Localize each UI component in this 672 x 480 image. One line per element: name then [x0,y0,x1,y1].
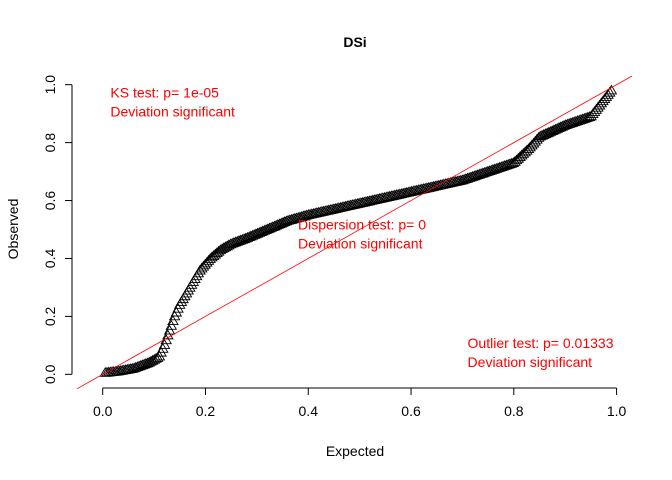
data-point [505,157,518,168]
data-point [509,155,521,166]
data-point [190,270,203,281]
data-point [581,111,594,122]
data-point [285,213,298,224]
annotation-line: Dispersion test: p= 0 [298,217,426,233]
data-point [292,211,305,222]
data-point [150,352,162,363]
data-point [177,293,189,304]
data-point [290,212,303,223]
data-point [280,215,293,226]
data-point [295,210,308,221]
x-axis-label: Expected [326,443,384,459]
data-point [605,84,618,95]
data-point [151,351,164,362]
y-tick-label: 0.2 [42,306,58,326]
data-point [297,210,310,221]
data-points [99,84,618,377]
data-point [299,210,311,220]
reference-line-group [76,75,633,390]
reference-line [76,75,633,390]
data-point [162,329,174,340]
data-point [515,149,528,160]
data-point [522,143,535,154]
y-tick-label: 0.4 [42,249,58,269]
data-point [519,146,531,157]
data-point [287,213,299,224]
y-tick-label: 0.8 [42,133,58,153]
data-point [514,151,526,161]
data-point [148,353,161,364]
test-annotations: KS test: p= 1e-05 Deviation significant Di… [110,85,613,371]
data-point [300,209,313,220]
y-tick-label: 1.0 [42,75,58,95]
y-ticks: 0.0 0.2 0.4 0.6 0.8 1.0 [42,75,72,384]
data-point [284,214,296,225]
annotation-line: Deviation significant [298,236,423,252]
data-point [189,273,201,284]
data-point [583,111,596,121]
annotation-line: KS test: p= 1e-05 [110,85,219,101]
axes [71,84,617,389]
data-point [180,287,193,298]
data-point [160,334,172,345]
annotation-line: Deviation significant [110,104,235,120]
data-point [179,290,191,301]
data-point [165,319,178,330]
data-point [521,144,533,155]
data-point [282,214,294,225]
data-point [510,154,523,165]
data-point [289,212,301,223]
data-point [512,152,525,163]
annotation-line: Deviation significant [468,354,593,370]
data-point [294,211,306,222]
x-tick-label: 0.2 [196,403,216,419]
data-point [167,315,179,326]
chart-title: DSi [343,34,366,50]
x-tick-label: 0.0 [93,403,113,419]
x-tick-label: 0.4 [299,403,319,419]
data-point [182,284,195,295]
y-tick-label: 0.0 [42,364,58,384]
x-tick-label: 0.6 [401,403,421,419]
x-tick-label: 1.0 [607,403,627,419]
data-point [163,324,176,335]
x-tick-label: 0.8 [504,403,524,419]
data-point [517,147,530,158]
x-ticks: 0.0 0.2 0.4 0.6 0.8 1.0 [93,388,627,419]
data-point [184,281,196,292]
y-axis-label: Observed [5,199,21,260]
y-tick-label: 0.6 [42,191,58,211]
data-point [202,254,215,265]
data-point [185,278,198,289]
data-point [158,339,171,349]
annotation-line: Outlier test: p= 0.01333 [468,335,614,351]
data-point [187,276,200,286]
